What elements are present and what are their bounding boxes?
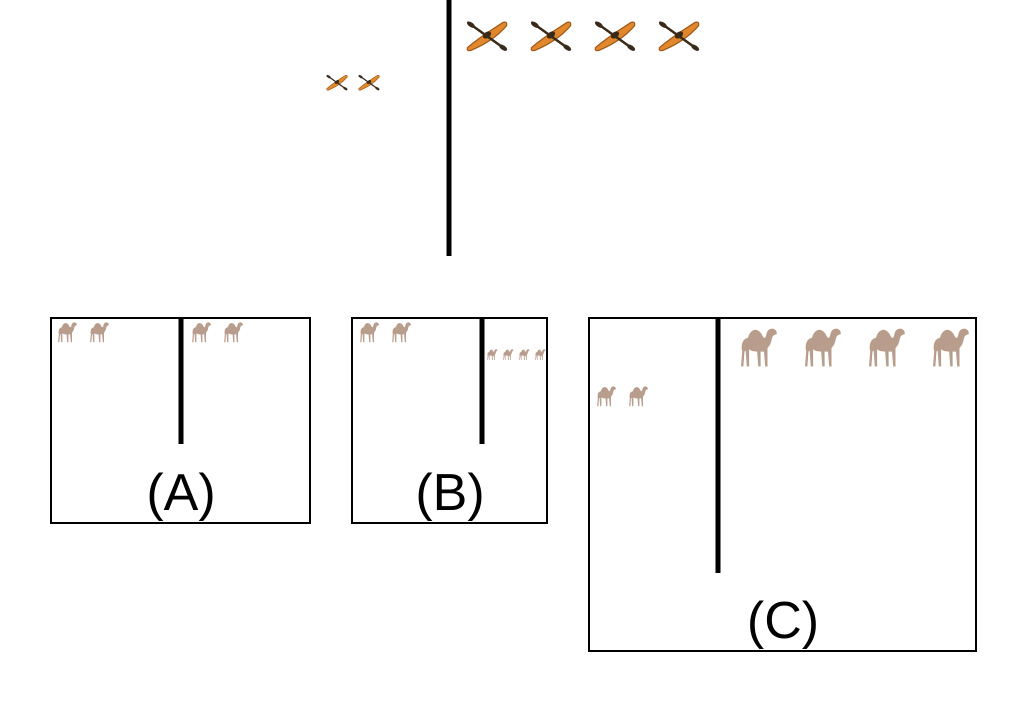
kayak-icon — [357, 73, 381, 92]
camel-icon — [503, 349, 514, 361]
option-c-label: (C) — [747, 592, 819, 650]
option-b-right-group — [487, 349, 546, 361]
option-a-right-group — [192, 322, 243, 343]
option-c[interactable]: (C) — [588, 317, 977, 652]
camel-icon — [629, 386, 648, 407]
prompt-figure — [325, 0, 702, 256]
option-a[interactable]: (A) — [50, 317, 311, 524]
option-b[interactable]: (B) — [351, 317, 548, 524]
option-a-left-group — [58, 322, 109, 343]
option-a-label: (A) — [146, 464, 215, 522]
camel-icon — [360, 322, 379, 343]
kayak-icon — [325, 73, 349, 92]
prompt-right-group — [464, 18, 702, 54]
kayak-icon — [464, 18, 510, 54]
option-c-right-group — [741, 328, 969, 367]
camel-icon — [741, 328, 777, 367]
camel-icon — [192, 322, 211, 343]
kayak-icon — [592, 18, 638, 54]
camel-icon — [90, 322, 109, 343]
kayak-icon — [528, 18, 574, 54]
camel-icon — [58, 322, 77, 343]
camel-icon — [597, 386, 616, 407]
camel-icon — [805, 328, 841, 367]
option-b-left-group — [360, 322, 411, 343]
camel-icon — [224, 322, 243, 343]
option-b-label: (B) — [415, 464, 484, 522]
option-c-frame — [588, 317, 977, 652]
kayak-icon — [656, 18, 702, 54]
camel-icon — [392, 322, 411, 343]
option-b-frame — [351, 317, 548, 524]
option-c-left-group — [597, 386, 648, 407]
camel-icon — [519, 349, 530, 361]
camel-icon — [933, 328, 969, 367]
prompt-left-group — [325, 73, 381, 92]
camel-icon — [487, 349, 498, 361]
camel-icon — [535, 349, 546, 361]
camel-icon — [869, 328, 905, 367]
